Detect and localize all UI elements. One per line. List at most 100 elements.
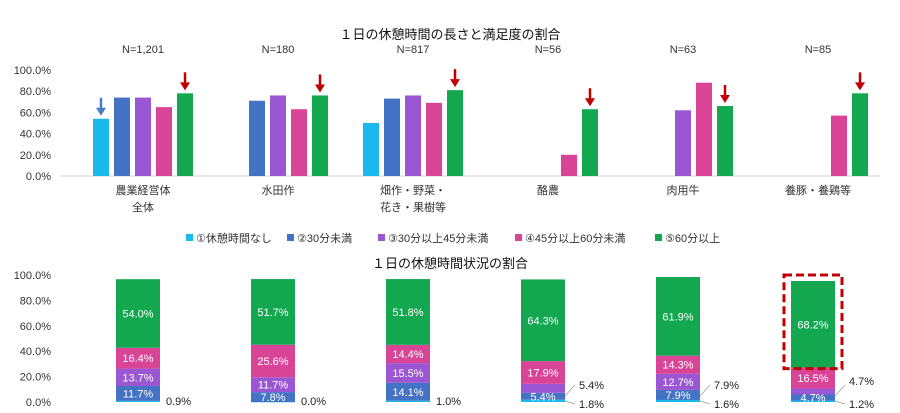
stack-segment — [386, 400, 430, 402]
bottom-y-tick: 0.0% — [26, 397, 51, 409]
stack-segment — [116, 385, 160, 401]
top-category-label: 水田作 — [262, 184, 295, 197]
stack-data-label-outside: 4.7% — [849, 376, 874, 388]
top-y-tick: 0.0% — [26, 171, 51, 183]
stack-data-label-outside: 7.9% — [714, 380, 739, 392]
red-arrow-icon — [855, 72, 865, 91]
stack-segment — [251, 344, 295, 378]
stack-segment — [521, 383, 565, 393]
stack-segment — [521, 279, 565, 362]
stack-data-label: 14.4% — [392, 349, 423, 361]
stack-segment — [791, 280, 835, 368]
stack-segment — [656, 355, 700, 374]
legend-swatch — [186, 234, 193, 241]
bottom-chart-title: １日の休憩時間状況の割合 — [372, 256, 528, 271]
stack-data-label: 11.7% — [123, 388, 154, 400]
stack-data-label: 14.1% — [392, 387, 423, 399]
top-bar — [135, 97, 151, 176]
legend-swatch — [287, 234, 294, 241]
top-bar — [831, 115, 847, 176]
red-arrow-icon — [315, 74, 325, 93]
stack-segment — [116, 368, 160, 386]
stack-segment — [791, 388, 835, 395]
top-n-label: N=817 — [397, 44, 430, 56]
stack-segment — [251, 279, 295, 345]
stack-segment — [386, 344, 430, 364]
top-n-label: N=180 — [262, 44, 295, 56]
legend-item: ①休憩時間なし — [186, 231, 272, 245]
top-bar — [405, 95, 421, 176]
bottom-y-tick: 80.0% — [20, 295, 51, 307]
top-chart-title: １日の休憩時間の長さと満足度の割合 — [339, 27, 560, 42]
stack-segment — [521, 399, 565, 402]
stack-segment — [656, 277, 700, 356]
stack-segment — [656, 373, 700, 390]
stack-segment — [116, 279, 160, 348]
stack-data-label: 17.9% — [527, 367, 558, 379]
stack-data-label: 16.5% — [797, 373, 828, 385]
stack-segment — [251, 377, 295, 393]
top-bar — [717, 106, 733, 176]
stack-data-label: 12.7% — [662, 377, 693, 389]
top-bar — [291, 109, 307, 176]
red-arrow-icon — [180, 72, 190, 91]
top-bar — [447, 90, 463, 176]
top-category-label: 酪農 — [537, 183, 559, 197]
stack-data-label-outside: 0.9% — [166, 396, 191, 408]
bottom-y-tick: 100.0% — [14, 270, 52, 282]
stack-data-label-outside: 1.8% — [579, 399, 604, 411]
stack-data-label: 25.6% — [257, 356, 288, 368]
stack-data-label: 51.8% — [392, 307, 423, 319]
highlight-box — [782, 273, 844, 371]
stack-data-label: 7.8% — [260, 392, 285, 404]
stack-data-label: 16.4% — [122, 353, 153, 365]
stack-segment — [791, 394, 835, 401]
stack-data-label: 7.9% — [665, 390, 690, 402]
stack-data-label: 11.7% — [258, 380, 289, 392]
legend-label: ④45分以上60分未満 — [525, 232, 625, 245]
top-bar — [696, 82, 712, 176]
stack-data-label: 64.3% — [527, 315, 558, 327]
stack-segment — [116, 347, 160, 369]
stack-data-label: 61.9% — [662, 311, 693, 323]
top-bar — [114, 97, 130, 176]
top-bar — [270, 95, 286, 176]
stack-segment — [116, 400, 160, 402]
stack-segment — [386, 363, 430, 383]
stack-data-label-outside: 0.0% — [301, 396, 326, 408]
legend-label: ③30分以上45分未満 — [388, 232, 488, 245]
stack-data-label: 14.3% — [662, 360, 693, 372]
bottom-chart: 0.0% 20.0% 40.0% 60.0% 80.0% 100.0% 11.7% 13.7%… — [14, 270, 875, 411]
legend: ①休憩時間なし ②30分未満 ③30分以上45分未満 ④45分以上60分未満 ⑤60分以… — [186, 231, 720, 245]
top-y-tick: 40.0% — [20, 129, 51, 141]
legend-item: ⑤60分以上 — [655, 232, 720, 245]
top-chart: 0.0% 20.0% 40.0% 60.0% 80.0% 100.0% N=1,201 農業経… — [14, 44, 880, 214]
stack-data-label: 51.7% — [257, 307, 288, 319]
top-bar — [249, 100, 265, 176]
top-n-label: N=63 — [670, 44, 697, 56]
legend-swatch — [655, 234, 662, 241]
stack-data-label-outside: 1.6% — [714, 399, 739, 411]
stack-segment — [521, 361, 565, 384]
bottom-y-tick: 40.0% — [20, 346, 51, 358]
top-y-tick: 20.0% — [20, 150, 51, 162]
top-category-label: 養豚・養鶏等 — [785, 183, 851, 197]
top-bar — [852, 93, 868, 176]
top-bar — [363, 123, 379, 176]
top-bar — [312, 95, 328, 176]
stack-segment — [521, 392, 565, 400]
top-bar — [582, 109, 598, 176]
stack-segment — [386, 279, 430, 345]
stack-data-label-outside: 5.4% — [579, 380, 604, 392]
stack-segment — [791, 367, 835, 389]
red-arrow-icon — [450, 69, 460, 88]
legend-item: ②30分未満 — [287, 232, 352, 245]
blue-arrow-icon — [96, 97, 106, 116]
top-bar — [426, 102, 442, 176]
top-bar — [384, 98, 400, 176]
top-category-label: 畑作・野菜・花き・果樹等 — [380, 184, 446, 214]
top-n-label: N=56 — [535, 44, 562, 56]
stack-data-label: 13.7% — [122, 372, 153, 384]
top-bar — [675, 110, 691, 176]
